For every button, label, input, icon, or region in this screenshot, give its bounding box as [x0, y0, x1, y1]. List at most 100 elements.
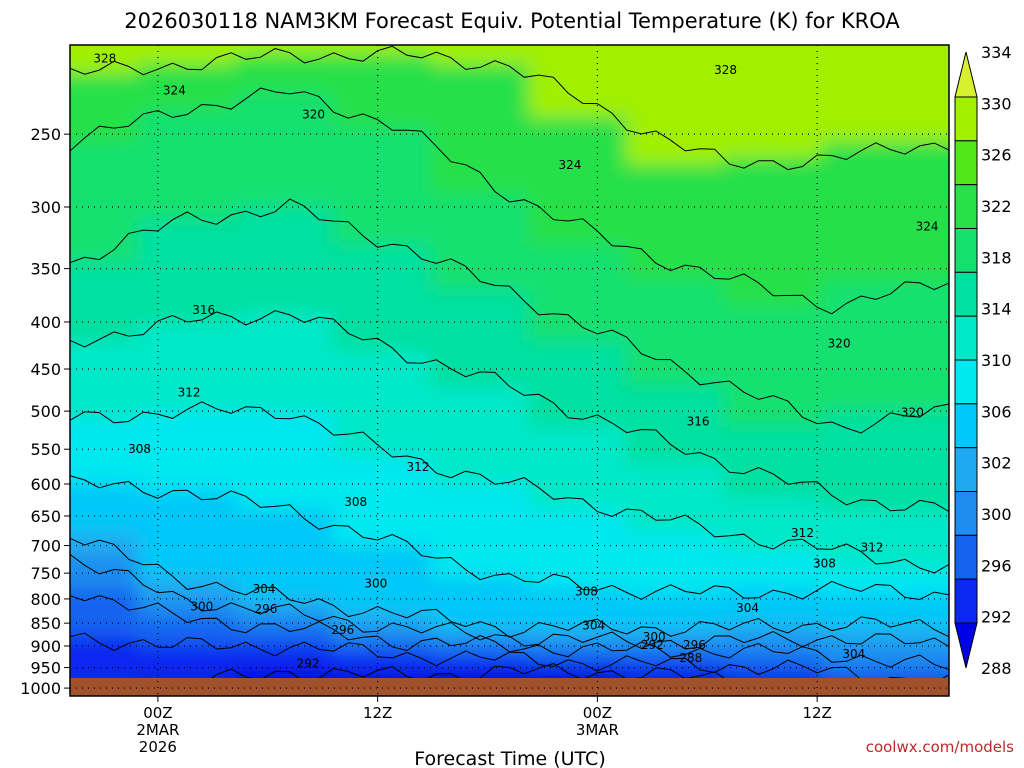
contour-label: 300: [190, 599, 213, 613]
contour-label: 296: [331, 623, 354, 637]
contour-labels: 328 328 324 320 324 324 316 320 312 316 320 308 312 3…: [93, 52, 938, 671]
x-tick-label: 12Z: [802, 704, 831, 722]
contour-label: 324: [558, 158, 581, 172]
colorbar-swatch: [954, 359, 978, 405]
y-tick-label: 900: [30, 637, 61, 656]
field-band: [821, 411, 949, 510]
credit-text: coolwx.com/models: [866, 738, 1014, 756]
y-tick-label: 1000: [20, 679, 61, 698]
contour-label: 308: [575, 584, 598, 598]
y-tick-label: 500: [30, 402, 61, 421]
field-band: [821, 45, 949, 143]
colorbar-label: 326: [981, 146, 1012, 165]
contour-label: 324: [163, 83, 186, 97]
contour-line: [70, 45, 949, 171]
contour-label: 304: [842, 647, 865, 661]
contour-label: 312: [406, 460, 429, 474]
field-band: [724, 726, 882, 761]
field-band: [821, 593, 949, 628]
plot-frame: [69, 44, 950, 697]
y-tick-label: 300: [30, 198, 61, 217]
contour-label: 308: [344, 495, 367, 509]
field-band: [821, 509, 949, 568]
colorbar-label: 322: [981, 197, 1012, 216]
colorbar-label: 318: [981, 248, 1012, 267]
x-tick-label: 3MAR: [576, 721, 619, 739]
contour-line: [70, 198, 949, 434]
y-tick-label: 600: [30, 475, 61, 494]
contour-label: 292: [297, 656, 320, 670]
y-tick-label: 700: [30, 537, 61, 556]
field-band: [821, 142, 949, 280]
contour-label: 312: [178, 385, 201, 399]
x-tick-label: 2026: [139, 738, 177, 756]
colorbar-swatch: [954, 491, 978, 536]
colorbar-label: 300: [981, 505, 1012, 524]
contour-label: 288: [679, 651, 702, 665]
field-band: [430, 627, 589, 638]
field-bands: [70, 45, 949, 761]
field-band: [626, 641, 784, 651]
field-band: [528, 663, 686, 672]
contour-label: 328: [93, 52, 116, 66]
contour-label: 304: [736, 601, 759, 615]
y-tick-label: 550: [30, 440, 61, 459]
contour-label: 316: [192, 303, 215, 317]
colorbar-swatch: [954, 228, 978, 273]
field-band: [821, 627, 949, 646]
contour-line: [159, 662, 769, 696]
contour-label: 304: [582, 618, 605, 632]
x-tick-label: 00Z: [583, 704, 612, 722]
colorbar-bottom-arrow: [954, 622, 978, 669]
colorbar-swatch: [954, 578, 978, 624]
contour-label: 292: [641, 638, 664, 652]
contour-label: 320: [828, 336, 851, 350]
colorbar-swatch: [954, 140, 978, 186]
x-tick-label: 00Z: [143, 704, 172, 722]
colorbar-label: 314: [981, 300, 1012, 319]
colorbar-top-arrow: [954, 51, 978, 98]
colorbar-label: 310: [981, 351, 1012, 370]
y-tick-label: 400: [30, 313, 61, 332]
field-band: [430, 637, 589, 646]
contour-label: 312: [791, 526, 814, 540]
contour-label: 304: [253, 582, 276, 596]
colorbar-label: 288: [981, 659, 1012, 678]
colorbar-label: 306: [981, 402, 1012, 421]
contour-line: [70, 553, 949, 650]
y-tick-label: 950: [30, 659, 61, 678]
colorbar-swatch: [954, 315, 978, 361]
grid-lines: [70, 45, 949, 696]
contour-label: 296: [683, 638, 706, 652]
contour-label: 324: [916, 220, 939, 234]
x-axis-label: Forecast Time (UTC): [414, 748, 605, 768]
colorbar-swatch: [954, 271, 978, 317]
contour-label: 320: [901, 406, 924, 420]
y-tick-label: 350: [30, 260, 61, 279]
colorbar-swatch: [954, 534, 978, 580]
contour-line: [70, 537, 949, 638]
colorbar: 334 330 326 322 318 314 310 306 302 300 296 292 288: [954, 43, 1012, 678]
colorbar-label: 296: [981, 556, 1012, 575]
chart-title: 2026030118 NAM3KM Forecast Equiv. Potent…: [124, 9, 900, 33]
contour-label: 316: [687, 414, 710, 428]
field-band: [333, 45, 491, 55]
contour-line: [70, 401, 949, 574]
y-tick-label: 450: [30, 360, 61, 379]
field-band: [821, 567, 949, 594]
y-tick-label: 850: [30, 614, 61, 633]
contour-label: 296: [254, 602, 277, 616]
contour-lines: [70, 45, 949, 696]
colorbar-swatch: [954, 447, 978, 492]
contour-label: 320: [302, 108, 325, 122]
y-tick-label: 750: [30, 564, 61, 583]
colorbar-swatch: [954, 96, 978, 142]
contour-line: [70, 87, 949, 315]
contour-label: 308: [128, 442, 151, 456]
colorbar-label: 334: [981, 43, 1012, 62]
colorbar-swatch: [954, 184, 978, 230]
field-band: [821, 645, 949, 668]
y-tick-label: 650: [30, 507, 61, 526]
